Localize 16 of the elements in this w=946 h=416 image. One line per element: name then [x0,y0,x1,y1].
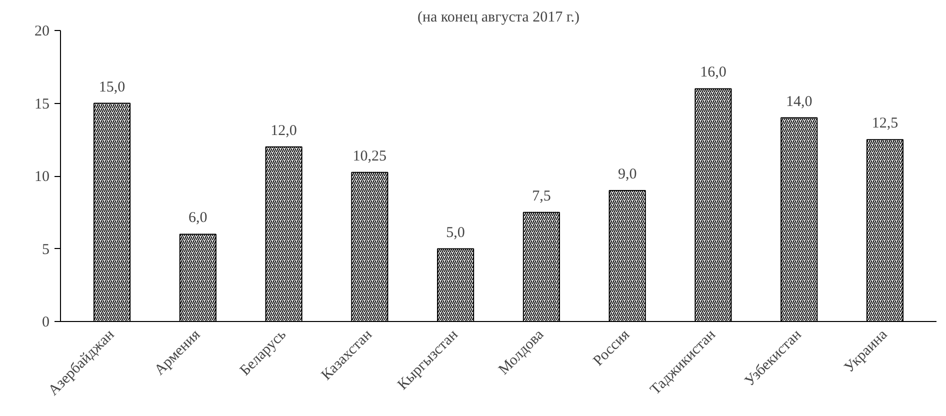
data-label: 14,0 [786,94,812,110]
data-label: 16,0 [700,64,726,81]
y-tick-label: 15 [34,96,50,112]
data-label: 12,5 [872,116,898,132]
data-label: 7,5 [532,188,551,204]
data-label: 10,25 [352,148,387,164]
data-label: 15,0 [98,79,126,96]
y-tick-label: 0 [42,314,50,330]
y-tick-label: 5 [42,242,50,258]
data-label: 6,0 [188,210,208,226]
y-tick-label: 20 [34,24,50,40]
chart-title: (на конец августа 2017 г.) [417,10,580,26]
data-label: 12,0 [270,122,297,139]
y-tick-label: 10 [34,169,50,185]
data-label: 5,0 [446,224,465,241]
data-label: 9,0 [618,166,637,183]
